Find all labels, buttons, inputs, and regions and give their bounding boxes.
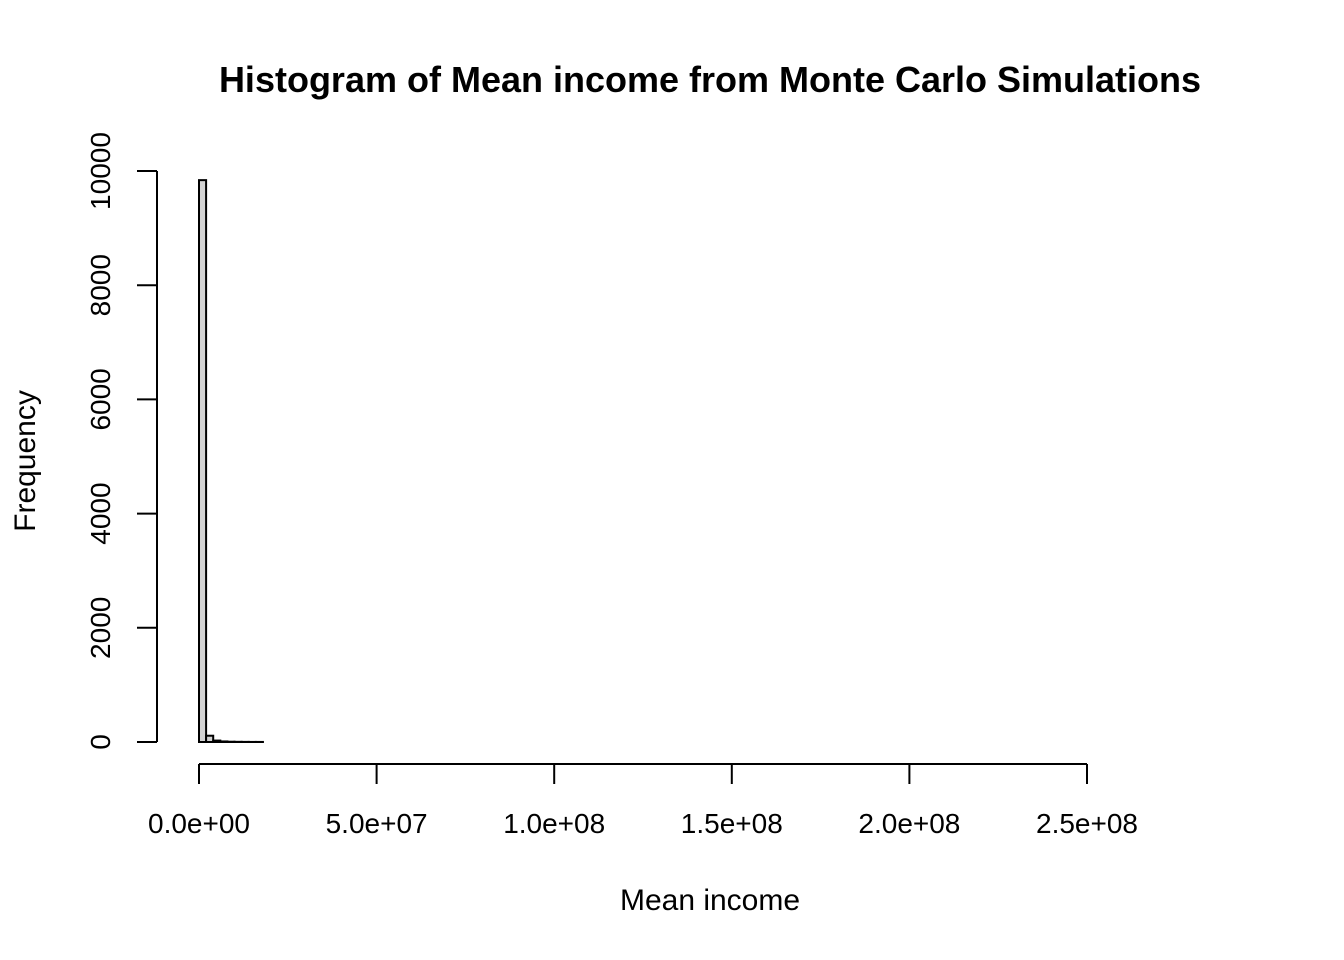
y-tick-label: 8000 [85, 254, 116, 316]
y-axis-label: Frequency [9, 390, 42, 532]
x-axis-label: Mean income [620, 884, 800, 917]
x-tick-label: 5.0e+07 [326, 808, 428, 839]
y-tick-label: 4000 [85, 482, 116, 544]
y-tick-label: 0 [85, 734, 116, 750]
histogram-bar [205, 734, 215, 743]
bars-group [198, 179, 264, 744]
x-tick-label: 2.5e+08 [1036, 808, 1138, 839]
x-axis: 0.0e+00 5.0e+07 1.0e+08 1.5e+08 2.0e+08 2.5e+… [148, 763, 1138, 839]
histogram-bar [212, 739, 222, 744]
histogram-bar [219, 740, 229, 744]
x-tick-label: 1.5e+08 [681, 808, 783, 839]
x-tick-label: 1.0e+08 [503, 808, 605, 839]
chart-title: Histogram of Mean income from Monte Carl… [219, 59, 1201, 100]
x-tick-label: 0.0e+00 [148, 808, 250, 839]
histogram-bar [198, 179, 208, 744]
y-tick-label: 2000 [85, 597, 116, 659]
y-tick-label: 10000 [85, 132, 116, 210]
x-tick-label: 2.0e+08 [858, 808, 960, 839]
y-tick-label: 6000 [85, 368, 116, 430]
y-axis: 0 2000 4000 6000 8000 10000 [85, 132, 158, 750]
